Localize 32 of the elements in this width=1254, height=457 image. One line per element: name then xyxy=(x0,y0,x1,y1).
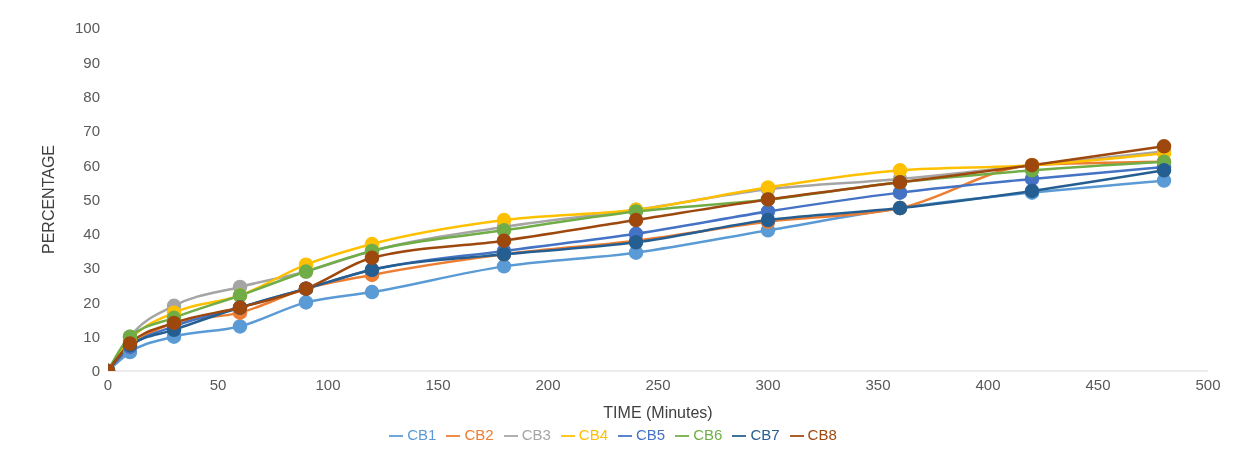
y-tick-label: 30 xyxy=(83,259,100,277)
y-tick-label: 90 xyxy=(83,53,100,71)
y-tick-label: 80 xyxy=(83,87,100,105)
x-tick-label: 50 xyxy=(209,375,227,393)
y-tick-label: 50 xyxy=(83,190,100,208)
x-axis-title: TIME (Minutes) xyxy=(603,403,713,421)
legend-label: CB6 xyxy=(693,425,723,443)
y-tick-label: 70 xyxy=(83,122,100,140)
legend-label: CB4 xyxy=(578,425,608,443)
y-tick-label: 60 xyxy=(83,156,100,174)
legend-label: CB2 xyxy=(464,425,494,443)
y-axis-title: PERCENTAGE xyxy=(39,144,57,255)
legend-label: CB8 xyxy=(807,425,837,443)
x-tick-label: 500 xyxy=(1195,375,1221,393)
y-tick-label: 100 xyxy=(74,19,100,37)
x-tick-label: 200 xyxy=(535,375,561,393)
y-tick-label: 20 xyxy=(83,293,100,311)
x-tick-label: 450 xyxy=(1085,375,1111,393)
y-tick-label: 0 xyxy=(91,362,100,380)
x-tick-label: 250 xyxy=(645,375,671,393)
x-tick-label: 150 xyxy=(425,375,451,393)
x-tick-label: 350 xyxy=(865,375,891,393)
legend-label: CB3 xyxy=(521,425,551,443)
legend-label: CB7 xyxy=(750,425,780,443)
legend-label: CB1 xyxy=(407,425,437,443)
x-tick-label: 400 xyxy=(975,375,1001,393)
legend-label: CB5 xyxy=(636,425,666,443)
y-tick-label: 10 xyxy=(83,328,100,345)
x-tick-label: 0 xyxy=(103,375,113,393)
x-tick-label: 100 xyxy=(315,375,341,393)
y-tick-label: 40 xyxy=(83,225,100,243)
x-tick-label: 300 xyxy=(755,375,781,393)
